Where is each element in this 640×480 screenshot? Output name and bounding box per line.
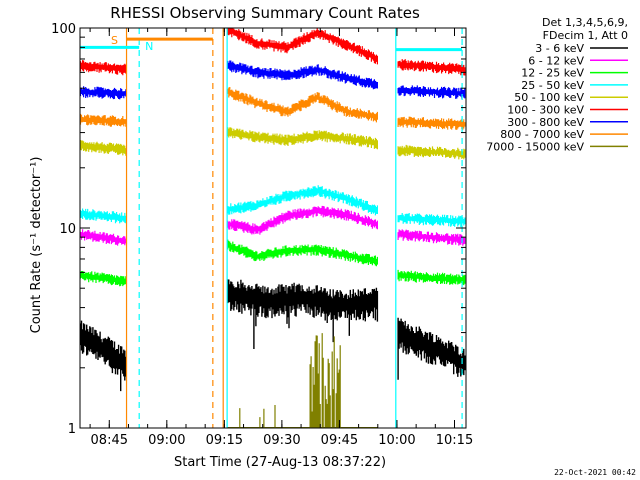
series-7-segment-1 [227,87,378,123]
legend-label-3: 25 - 50 keV [521,79,584,92]
series-1 [79,205,466,246]
series-2-segment-2 [397,269,466,286]
footer-date: 22-Oct-2021 00:42 [554,468,636,477]
series-3-segment-2 [397,213,466,228]
legend-label-4: 50 - 100 keV [514,91,584,104]
axes-layer: 08:45 09:00 09:15 09:30 09:45 10:00 10:15 1 10 10… [51,22,473,448]
series-3-segment-0 [79,208,127,224]
legend-label-5: 100 - 300 keV [507,104,584,117]
legend-label-0: 3 - 6 keV [535,42,584,55]
series-3-segment-1 [227,185,378,216]
legend-label-1: 6 - 12 keV [528,54,584,67]
series-6-segment-1 [227,60,378,90]
series-5 [79,28,466,76]
series-1-segment-1 [227,205,378,235]
series-5-segment-2 [397,59,466,76]
series-7 [79,87,466,130]
series-8 [227,333,378,428]
annotation-label-1: N [145,40,153,53]
series-layer [79,28,466,428]
series-0 [79,279,466,392]
series-5-segment-1 [227,28,378,65]
series-4-segment-0 [79,140,127,156]
x-tick-label-3: 09:30 [263,433,300,448]
series-6-segment-2 [397,85,466,99]
series-6-segment-0 [79,86,127,100]
series-7-segment-2 [397,116,466,130]
x-tick-label-4: 09:45 [321,433,358,448]
y-tick-label-1: 10 [59,222,76,237]
series-0-segment-0 [79,320,127,392]
annotation-label-0: S [111,34,118,47]
legend-label-8: 7000 - 15000 keV [486,140,584,153]
series-0-segment-1 [227,279,379,349]
series-4-segment-1 [227,127,378,150]
series-1-segment-0 [79,229,127,246]
legend-label-2: 12 - 25 keV [521,67,584,80]
legend-label-6: 300 - 800 keV [507,116,584,129]
legend-header-line-2: FDecim 1, Att 0 [543,29,628,42]
y-tick-label-0: 1 [68,422,76,437]
series-4 [79,127,466,160]
series-5-segment-0 [79,60,127,76]
chart-title: RHESSI Observing Summary Count Rates [110,4,420,22]
series-3 [79,185,466,228]
x-tick-label-6: 10:15 [436,433,473,448]
series-2-segment-1 [227,239,378,267]
x-axis-label: Start Time (27-Aug-13 08:37:22) [174,455,386,470]
series-0-segment-2 [397,317,466,380]
series-2 [79,239,466,287]
series-4-segment-2 [397,144,466,160]
series-2-segment-0 [79,271,127,287]
x-tick-label-5: 10:00 [378,433,415,448]
series-6 [79,60,466,100]
x-tick-label-2: 09:15 [206,433,243,448]
series-7-segment-0 [79,113,127,127]
legend-header-line-1: Det 1,3,4,5,6,9, [542,16,628,29]
legend-label-7: 800 - 7000 keV [500,128,584,141]
y-tick-label-2: 100 [51,22,76,37]
x-tick-label-1: 09:00 [148,433,185,448]
y-axis-label: Count Rate (s⁻¹ detector⁻¹) [29,157,44,334]
x-tick-label-0: 08:45 [91,433,128,448]
legend: Det 1,3,4,5,6,9, FDecim 1, Att 0 3 - 6 k… [486,16,628,153]
series-1-segment-2 [397,229,466,246]
series-8-segment-0 [227,333,378,428]
